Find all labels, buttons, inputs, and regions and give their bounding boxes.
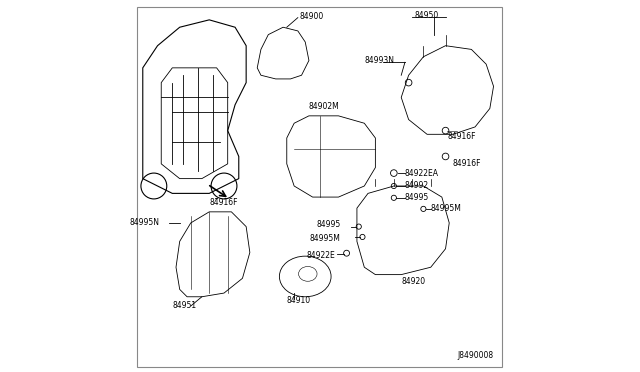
Text: 84902M: 84902M: [309, 102, 340, 111]
Text: 84910: 84910: [287, 296, 311, 305]
Text: 84995M: 84995M: [309, 234, 340, 243]
Text: 84950: 84950: [414, 10, 438, 20]
Text: 84951: 84951: [172, 301, 196, 311]
Text: 84993N: 84993N: [364, 56, 394, 65]
Text: 84916F: 84916F: [209, 198, 237, 207]
Text: 84922EA: 84922EA: [405, 169, 439, 177]
Text: 84992: 84992: [405, 182, 429, 190]
Text: 84916F: 84916F: [453, 159, 481, 169]
Text: 84995: 84995: [405, 193, 429, 202]
Text: 84995M: 84995M: [431, 204, 461, 214]
Text: 84916F: 84916F: [447, 132, 476, 141]
Text: 84922E: 84922E: [306, 251, 335, 260]
Text: 84995: 84995: [316, 220, 340, 229]
Text: 84995N: 84995N: [129, 218, 159, 227]
Text: 84900: 84900: [300, 12, 324, 22]
Text: J8490008: J8490008: [458, 350, 493, 359]
Text: 84920: 84920: [401, 278, 426, 286]
